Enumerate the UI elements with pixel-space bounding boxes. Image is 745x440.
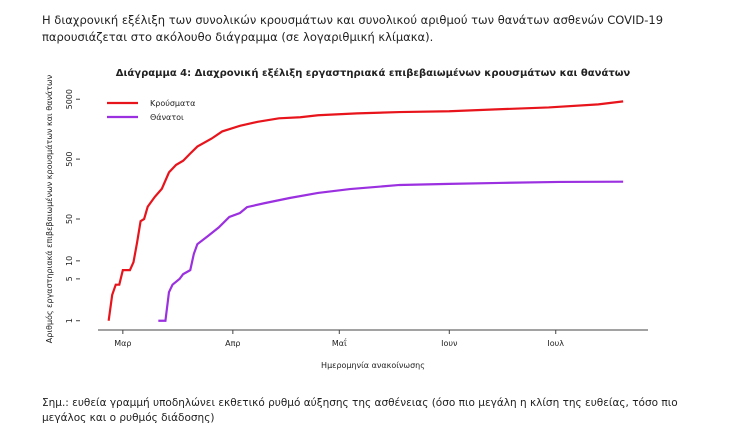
legend-label: Κρούσματα: [150, 98, 195, 108]
x-tick-label: Ιουν: [441, 339, 458, 348]
chart-title: Διάγραμμα 4: Διαχρονική εξέλιξη εργαστηρ…: [116, 67, 631, 79]
series-line: [107, 100, 624, 321]
x-tick-label: Ιουλ: [547, 339, 564, 348]
legend-label: Θάνατοι: [150, 113, 184, 122]
x-axis-title: Ημερομηνία ανακοίνωσης: [321, 361, 425, 370]
x-tick-label: Μαρ: [114, 339, 131, 348]
series-line: [158, 180, 624, 322]
y-tick-label: 5: [65, 276, 74, 281]
y-tick-label: 10: [65, 256, 74, 266]
note-text: Σημ.: ευθεία γραμμή υποδηλώνει εκθετικό …: [42, 397, 678, 424]
y-tick-label: 5000: [65, 89, 74, 109]
y-tick-label: 500: [65, 151, 74, 166]
y-axis-title: Αριθμός εργαστηριακά επιβεβαιωμένων κρου…: [44, 74, 54, 343]
chart: Διάγραμμα 4: Διαχρονική εξέλιξη εργαστηρ…: [44, 67, 648, 370]
x-tick-label: Απρ: [225, 339, 240, 348]
intro-text: Η διαχρονική εξέλιξη των συνολικών κρουσ…: [42, 13, 664, 44]
x-tick-label: Μαΐ: [332, 337, 347, 348]
y-tick-label: 1: [65, 318, 74, 323]
y-tick-label: 50: [65, 214, 74, 224]
